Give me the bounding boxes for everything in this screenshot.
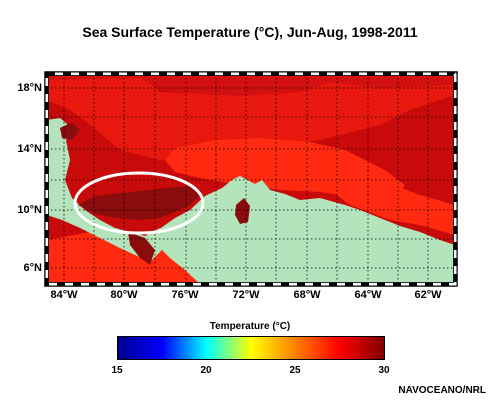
colorbar-tick-20: 20	[200, 365, 212, 376]
colorbar-tick-25: 25	[289, 365, 301, 376]
lon-label-72w: 72°W	[232, 289, 260, 301]
map-gridlines	[47, 74, 455, 284]
lon-label-80w: 80°W	[110, 289, 138, 301]
colorbar-title: Temperature (°C)	[209, 321, 291, 332]
lon-label-68w: 68°W	[293, 289, 321, 301]
south-america-land	[158, 176, 455, 284]
lat-label-10n: 10°N	[17, 204, 42, 216]
pacific-hot-patch	[128, 232, 155, 265]
credit-label: NAVOCEANO/NRL	[398, 385, 486, 396]
lat-label-14n: 14°N	[17, 143, 42, 155]
lat-label-18n: 18°N	[17, 82, 42, 94]
lake-maracaibo	[235, 198, 250, 224]
lon-label-84w: 84°W	[50, 289, 78, 301]
southeast-warm-region	[330, 180, 455, 235]
map-frame	[44, 71, 458, 287]
annotation-ellipse	[73, 171, 205, 235]
map-title: Sea Surface Temperature (°C), Jun-Aug, 1…	[82, 24, 418, 40]
colorbar	[117, 336, 385, 360]
caribbean-warm-band	[47, 74, 455, 96]
lon-label-64w: 64°W	[354, 289, 382, 301]
hot-ocean-region	[165, 138, 405, 200]
lon-label-76w: 76°W	[171, 289, 199, 301]
lon-label-62w: 62°W	[414, 289, 442, 301]
hottest-ocean-region	[78, 186, 200, 220]
colorbar-tick-30: 30	[378, 365, 390, 376]
central-america-land	[47, 118, 170, 262]
lat-label-6n: 6°N	[23, 262, 42, 274]
gulf-hot-patch	[60, 122, 80, 140]
pacific-warm-region	[47, 232, 200, 284]
colorbar-tick-15: 15	[111, 365, 123, 376]
